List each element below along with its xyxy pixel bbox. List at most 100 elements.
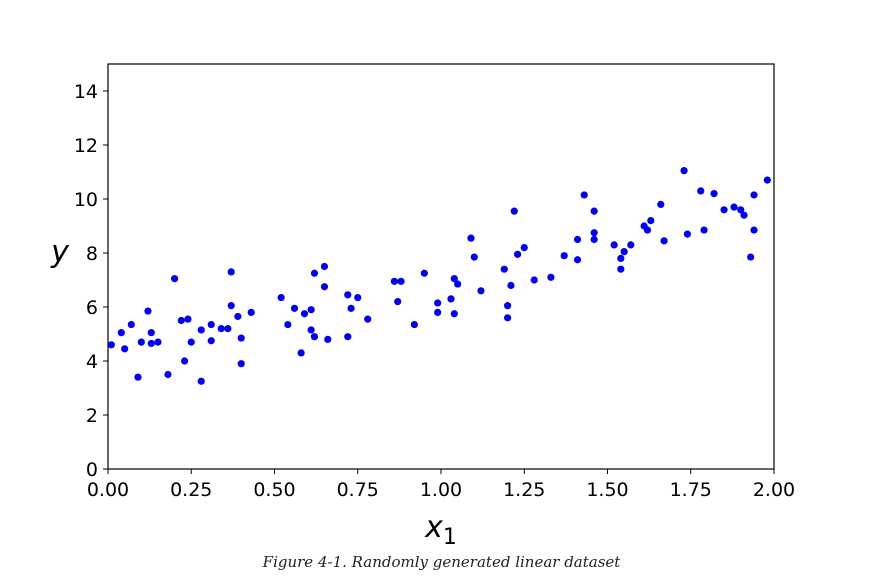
data-point — [197, 377, 205, 385]
data-point — [207, 337, 215, 345]
data-point — [187, 338, 195, 346]
data-point — [450, 275, 458, 283]
data-point — [227, 268, 235, 276]
data-point — [344, 333, 352, 341]
data-point — [237, 360, 245, 368]
data-point — [310, 333, 319, 341]
data-point — [144, 307, 152, 315]
data-point — [447, 295, 455, 303]
data-point — [560, 252, 568, 260]
data-point — [454, 280, 462, 288]
data-point — [117, 329, 125, 337]
data-point — [747, 253, 755, 261]
data-point — [107, 341, 115, 349]
data-point — [310, 269, 319, 277]
data-point — [647, 217, 655, 225]
data-point — [347, 304, 355, 312]
data-point — [234, 312, 242, 321]
x-tick-label: 1.25 — [503, 479, 545, 501]
data-point — [530, 276, 538, 284]
data-point — [580, 191, 588, 199]
x-tick-label: 2.00 — [753, 479, 795, 501]
data-point — [184, 315, 192, 323]
x-axis: 0.00 0.25 0.50 0.75 1.00 1.25 1.50 1.75 2.00 — [87, 469, 795, 501]
data-point — [154, 338, 162, 346]
data-point — [307, 306, 315, 314]
data-point — [477, 287, 485, 295]
data-point — [730, 203, 738, 211]
x-tick-label: 1.50 — [586, 479, 628, 501]
data-point — [320, 283, 329, 291]
data-point — [177, 316, 185, 325]
data-point — [547, 273, 555, 281]
y-tick-label: 14 — [74, 81, 98, 103]
data-point — [470, 253, 478, 261]
data-point — [397, 277, 405, 285]
data-point — [750, 191, 758, 199]
y-tick-label: 12 — [74, 135, 98, 157]
data-point — [324, 335, 332, 343]
data-point — [354, 293, 362, 302]
data-point — [643, 226, 652, 234]
y-tick-label: 10 — [74, 189, 98, 211]
data-point — [660, 237, 668, 245]
data-point — [121, 345, 129, 353]
y-tick-label: 6 — [86, 297, 98, 319]
data-points — [107, 167, 771, 385]
data-point — [344, 291, 352, 299]
x-tick-label: 0.50 — [253, 479, 295, 501]
data-point — [504, 302, 512, 310]
data-point — [207, 320, 215, 329]
data-point — [217, 325, 225, 333]
data-point — [180, 357, 189, 365]
data-point — [307, 326, 315, 334]
x-tick-label: 0.25 — [170, 479, 212, 501]
data-point — [284, 320, 292, 329]
data-point — [620, 248, 628, 256]
data-point — [420, 269, 428, 277]
y-axis: 0 2 4 6 8 10 12 14 — [74, 81, 108, 481]
data-point — [737, 206, 745, 214]
data-point — [657, 200, 665, 208]
data-point — [513, 250, 522, 258]
y-tick-label: 0 — [86, 459, 98, 481]
data-point — [500, 265, 508, 273]
data-point — [590, 207, 598, 215]
data-point — [450, 310, 458, 318]
data-point — [434, 299, 442, 307]
y-tick-label: 8 — [86, 243, 98, 265]
data-point — [394, 298, 402, 306]
data-point — [763, 176, 771, 184]
data-point — [127, 320, 135, 329]
data-point — [171, 275, 179, 283]
data-point — [364, 315, 372, 323]
x-tick-label: 1.00 — [420, 479, 462, 501]
data-point — [617, 254, 625, 262]
data-point — [277, 293, 285, 302]
x-tick-label: 0.00 — [87, 479, 129, 501]
data-point — [697, 187, 705, 195]
data-point — [134, 373, 142, 381]
data-point — [434, 308, 442, 316]
data-point — [247, 308, 255, 316]
y-tick-label: 2 — [86, 405, 98, 427]
data-point — [617, 265, 625, 273]
data-point — [680, 167, 688, 175]
data-point — [467, 234, 475, 242]
plot-area — [107, 63, 775, 470]
x-tick-label: 0.75 — [337, 479, 379, 501]
data-point — [147, 329, 155, 337]
y-tick-label: 4 — [86, 351, 98, 373]
data-point — [237, 334, 245, 342]
data-point — [224, 325, 232, 333]
data-point — [750, 226, 758, 234]
data-point — [683, 230, 692, 238]
data-point — [410, 320, 418, 329]
data-point — [290, 304, 299, 312]
figure-caption: Figure 4-1. Randomly generated linear da… — [262, 553, 621, 571]
y-axis-label: y — [50, 235, 70, 270]
data-point — [590, 229, 598, 237]
data-point — [700, 226, 708, 234]
x-axis-label: x1 — [424, 510, 457, 550]
data-point — [147, 339, 155, 348]
